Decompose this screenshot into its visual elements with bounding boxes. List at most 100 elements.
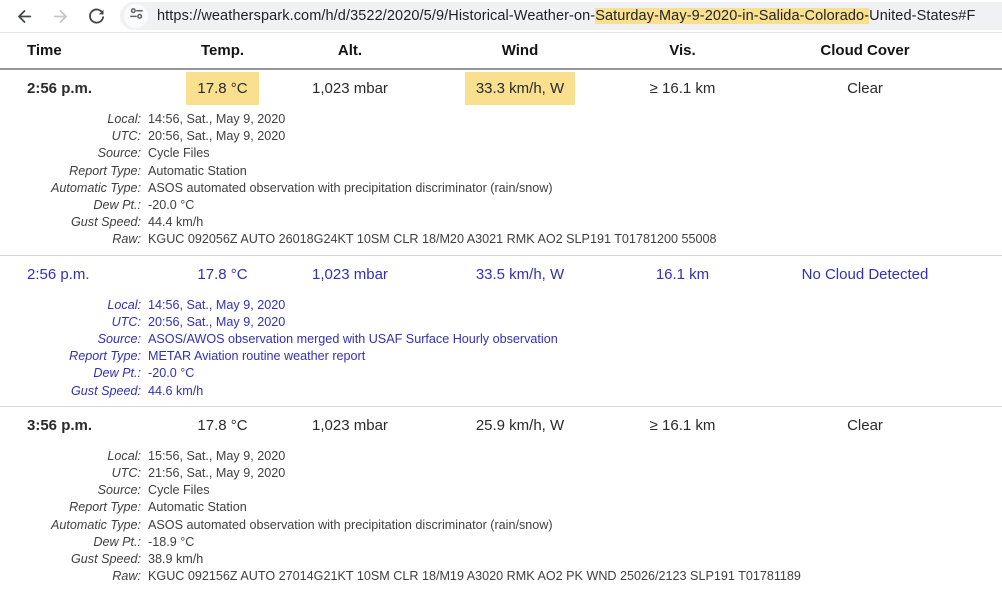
detail-value: METAR Aviation routine weather report bbox=[148, 349, 366, 364]
detail-value: 14:56, Sat., May 9, 2020 bbox=[148, 297, 286, 312]
detail-value: 21:56, Sat., May 9, 2020 bbox=[148, 466, 286, 481]
url-suffix: United-States#F bbox=[869, 8, 976, 24]
detail-value: 44.6 km/h bbox=[148, 383, 204, 398]
detail-label: Local: bbox=[107, 297, 141, 312]
header-vis: Vis. bbox=[669, 42, 696, 59]
detail-row: Report Type: METAR Aviation routine weath… bbox=[0, 348, 1002, 365]
weather-history-table: Time Temp. Alt. Wind Vis. Cloud Cover 2:… bbox=[0, 33, 1002, 591]
back-button[interactable] bbox=[6, 0, 42, 32]
cloud-cover-cell: Clear bbox=[847, 80, 883, 97]
detail-row: Automatic Type: ASOS automated observatio… bbox=[0, 517, 1002, 534]
detail-value: 20:56, Sat., May 9, 2020 bbox=[148, 314, 286, 329]
cloud-cover-cell: Clear bbox=[847, 416, 883, 434]
address-bar[interactable]: https://weatherspark.com/h/d/3522/2020/5… bbox=[120, 2, 1002, 30]
detail-row: Local: 15:56, Sat., May 9, 2020 bbox=[0, 448, 1002, 465]
detail-row: Raw: KGUC 092156Z AUTO 27014G21KT 10SM CL… bbox=[0, 568, 1002, 585]
detail-value: KGUC 092056Z AUTO 26018G24KT 10SM CLR 18… bbox=[148, 232, 717, 247]
header-alt: Alt. bbox=[337, 42, 363, 59]
detail-value: -20.0 °C bbox=[148, 366, 195, 381]
detail-row: Report Type: Automatic Station bbox=[0, 499, 1002, 516]
weather-record: 2:56 p.m. 17.8 °C 1,023 mbar 33.3 km/h, … bbox=[0, 70, 1002, 255]
detail-label: Gust Speed: bbox=[70, 552, 141, 567]
wind-find-highlight: 33.3 km/h, W bbox=[464, 72, 576, 105]
detail-label: Gust Speed: bbox=[70, 383, 141, 398]
detail-label: Source: bbox=[97, 332, 141, 347]
record-summary-row[interactable]: 2:56 p.m. 17.8 °C 1,023 mbar 33.5 km/h, … bbox=[0, 256, 1002, 293]
detail-label: Gust Speed: bbox=[70, 215, 141, 230]
detail-label: Dew Pt.: bbox=[93, 534, 141, 549]
record-details: Local: 15:56, Sat., May 9, 2020 UTC: 21:56… bbox=[0, 444, 1002, 591]
alt-cell: 1,023 mbar bbox=[312, 265, 388, 283]
wind-cell: 33.3 km/h, W bbox=[415, 72, 625, 105]
reload-icon bbox=[88, 8, 105, 25]
detail-label: Local: bbox=[107, 112, 141, 126]
url-input[interactable]: https://weatherspark.com/h/d/3522/2020/5… bbox=[157, 8, 975, 24]
detail-value: Cycle Files bbox=[148, 483, 210, 498]
detail-value: ASOS/AWOS observation merged with USAF S… bbox=[148, 332, 558, 347]
wind-cell: 33.5 km/h, W bbox=[475, 265, 565, 283]
detail-label: Dew Pt.: bbox=[93, 366, 141, 381]
table-header-row: Time Temp. Alt. Wind Vis. Cloud Cover bbox=[0, 33, 1002, 70]
alt-cell: 1,023 mbar bbox=[312, 416, 388, 434]
header-wind: Wind bbox=[501, 42, 539, 59]
detail-row: Source: Cycle Files bbox=[0, 145, 1002, 162]
detail-value: -18.9 °C bbox=[148, 534, 195, 549]
wind-cell: 25.9 km/h, W bbox=[475, 416, 565, 434]
time-cell: 3:56 p.m. bbox=[27, 416, 93, 434]
detail-label: UTC: bbox=[111, 466, 141, 481]
detail-label: Local: bbox=[107, 448, 141, 463]
detail-label: UTC: bbox=[111, 314, 141, 329]
header-cloud-cover: Cloud Cover bbox=[820, 42, 910, 59]
vis-cell: 16.1 km bbox=[655, 265, 710, 283]
forward-button[interactable] bbox=[42, 0, 78, 32]
detail-row: Dew Pt.: -20.0 °C bbox=[0, 365, 1002, 382]
back-icon bbox=[16, 8, 33, 25]
detail-row: Gust Speed: 44.6 km/h bbox=[0, 383, 1002, 400]
detail-row: Local: 14:56, Sat., May 9, 2020 bbox=[0, 111, 1002, 128]
detail-row: Automatic Type: ASOS automated observatio… bbox=[0, 180, 1002, 197]
alt-cell: 1,023 mbar bbox=[312, 80, 388, 97]
detail-row: UTC: 21:56, Sat., May 9, 2020 bbox=[0, 465, 1002, 482]
header-temp: Temp. bbox=[200, 42, 245, 59]
detail-value: 14:56, Sat., May 9, 2020 bbox=[148, 112, 286, 126]
reload-button[interactable] bbox=[78, 0, 114, 32]
detail-row: UTC: 20:56, Sat., May 9, 2020 bbox=[0, 314, 1002, 331]
record-summary-row[interactable]: 2:56 p.m. 17.8 °C 1,023 mbar 33.3 km/h, … bbox=[0, 70, 1002, 107]
detail-label: Report Type: bbox=[69, 500, 141, 515]
temp-cell: 17.8 °C bbox=[197, 265, 248, 283]
detail-value: ASOS automated observation with precipit… bbox=[148, 517, 553, 532]
detail-row: Raw: KGUC 092056Z AUTO 26018G24KT 10SM CL… bbox=[0, 231, 1002, 248]
record-summary-row[interactable]: 3:56 p.m. 17.8 °C 1,023 mbar 25.9 km/h, … bbox=[0, 407, 1002, 444]
detail-row: UTC: 20:56, Sat., May 9, 2020 bbox=[0, 128, 1002, 145]
detail-value: Automatic Station bbox=[148, 500, 247, 515]
detail-value: KGUC 092156Z AUTO 27014G21KT 10SM CLR 18… bbox=[148, 569, 801, 584]
detail-value: 15:56, Sat., May 9, 2020 bbox=[148, 448, 286, 463]
vis-cell: ≥ 16.1 km bbox=[649, 80, 716, 97]
vis-cell: ≥ 16.1 km bbox=[649, 416, 716, 434]
detail-row: Gust Speed: 44.4 km/h bbox=[0, 214, 1002, 231]
detail-label: Automatic Type: bbox=[50, 517, 141, 532]
detail-row: Report Type: Automatic Station bbox=[0, 163, 1002, 180]
url-prefix: https://weatherspark.com/h/d/3522/2020/5… bbox=[157, 8, 596, 24]
detail-label: Report Type: bbox=[69, 163, 141, 178]
detail-value: 44.4 km/h bbox=[148, 215, 204, 230]
detail-value: Automatic Station bbox=[148, 163, 247, 178]
detail-label: Source: bbox=[97, 483, 141, 498]
detail-value: Cycle Files bbox=[148, 146, 210, 161]
detail-row: Dew Pt.: -20.0 °C bbox=[0, 197, 1002, 214]
weather-record: 2:56 p.m. 17.8 °C 1,023 mbar 33.5 km/h, … bbox=[0, 254, 1002, 406]
url-find-highlight: Saturday-May-9-2020-in-Salida-Colorado- bbox=[595, 8, 870, 24]
detail-value: 38.9 km/h bbox=[148, 552, 204, 567]
detail-row: Source: Cycle Files bbox=[0, 482, 1002, 499]
forward-icon bbox=[52, 8, 69, 25]
temp-cell: 17.8 °C bbox=[160, 72, 285, 105]
site-info-icon bbox=[129, 6, 144, 26]
detail-value: ASOS automated observation with precipit… bbox=[148, 180, 553, 195]
time-cell: 2:56 p.m. bbox=[27, 265, 90, 283]
detail-label: Raw: bbox=[112, 232, 141, 247]
site-info-button[interactable] bbox=[124, 4, 148, 28]
browser-toolbar: https://weatherspark.com/h/d/3522/2020/5… bbox=[0, 0, 1002, 33]
detail-row: Local: 14:56, Sat., May 9, 2020 bbox=[0, 297, 1002, 314]
detail-value: -20.0 °C bbox=[148, 198, 195, 213]
detail-label: UTC: bbox=[111, 129, 141, 144]
